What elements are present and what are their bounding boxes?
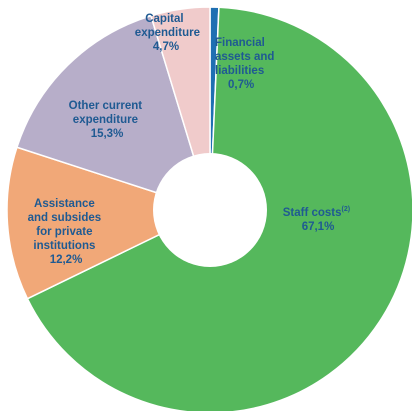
label-staff-line1: Staff costs (283, 207, 342, 219)
label-assistance-value: 12,2% (50, 254, 83, 266)
label-financial-value: 0,7% (228, 79, 254, 91)
label-capital-line1: Capital (145, 13, 183, 25)
label-financial-line3: liabilities (215, 65, 264, 77)
label-other-value: 15,3% (91, 128, 124, 140)
donut-hole (153, 153, 267, 267)
label-staff-costs: Staff costs(2) 67,1% (283, 202, 354, 233)
label-assistance-line3: for private (36, 226, 92, 238)
label-other-line2: expenditure (73, 114, 138, 126)
label-other-current: Other current expenditure 15,3% (69, 100, 146, 140)
slice-other-current (15, 14, 212, 212)
label-financial-assets: Financial assets and liabilities 0,7% (215, 37, 278, 91)
label-financial-line1: Financial (215, 37, 265, 49)
label-capital-line2: expenditure (135, 27, 200, 39)
label-staff-value: 67,1% (302, 221, 335, 233)
label-capital-value: 4,7% (153, 41, 179, 53)
label-assistance-line4: institutions (33, 240, 95, 252)
label-staff-superscript: (2) (342, 206, 351, 213)
label-assistance: Assistance and subsides for private inst… (28, 198, 105, 266)
label-financial-line2: assets and (215, 51, 274, 63)
label-assistance-line1: Assistance (34, 198, 95, 210)
label-assistance-line2: and subsides (28, 212, 102, 224)
label-capital-expenditure: Capital expenditure 4,7% (135, 13, 203, 53)
label-other-line1: Other current (69, 100, 143, 112)
slice-assistance (6, 146, 213, 300)
